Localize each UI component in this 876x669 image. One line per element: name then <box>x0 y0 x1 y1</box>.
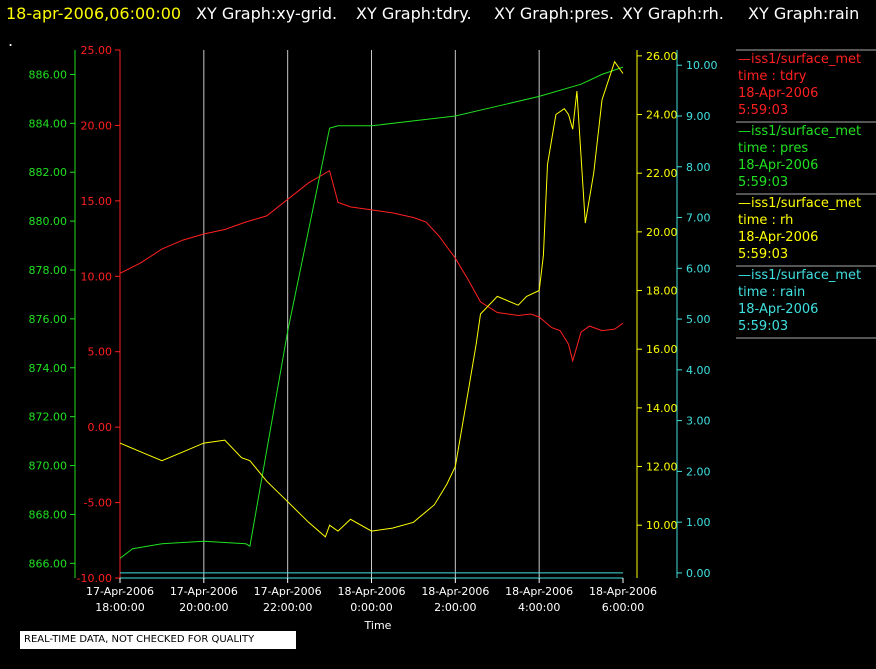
series-pres-line <box>119 66 624 559</box>
pres-tick-label-7: 880.00 <box>29 215 68 228</box>
legend-0-field: time : tdry <box>738 69 807 84</box>
quality-notice: REAL-TIME DATA, NOT CHECKED FOR QUALITY <box>20 631 296 649</box>
rh-tick-label-6: 22.00 <box>646 167 678 180</box>
legend-0-date: 18-Apr-2006 <box>738 86 818 101</box>
pres-tick-label-8: 882.00 <box>29 166 68 179</box>
x-tick-date-4: 18-Apr-2006 <box>421 585 489 598</box>
rain-tick-label-9: 9.00 <box>686 110 711 123</box>
series-rh-line <box>119 60 624 538</box>
rh-tick-label-0: 10.00 <box>646 519 678 532</box>
rh-tick-label-7: 24.00 <box>646 109 678 122</box>
rain-tick-label-0: 0.00 <box>686 567 711 580</box>
x-tick-date-2: 17-Apr-2006 <box>254 585 322 598</box>
series-lines <box>119 60 624 574</box>
tdry-tick-label-6: 20.00 <box>81 119 113 132</box>
x-tick-time-0: 18:00:00 <box>95 601 144 614</box>
legend-1-name: —iss1/surface_met <box>738 124 861 139</box>
header: 18-apr-2006,06:00:00 XY Graph:xy-grid. X… <box>6 4 859 50</box>
rain-tick-label-7: 7.00 <box>686 212 711 225</box>
axes: -10.00 -5.00 0.00 5.00 10.00 15.00 20.00 25.00 8… <box>29 44 718 585</box>
header-graph-tdry: XY Graph:tdry. <box>356 4 472 23</box>
pres-tick-label-5: 876.00 <box>29 313 68 326</box>
tdry-tick-label-0: -10.00 <box>77 572 112 585</box>
rain-tick-label-6: 6.00 <box>686 262 711 275</box>
rh-tick-label-4: 18.00 <box>646 285 678 298</box>
tdry-tick-label-3: 5.00 <box>88 346 113 359</box>
x-tick-time-6: 6:00:00 <box>602 601 644 614</box>
x-tick-date-1: 17-Apr-2006 <box>170 585 238 598</box>
pres-tick-label-0: 866.00 <box>29 557 68 570</box>
pres-tick-label-10: 886.00 <box>29 68 68 81</box>
rh-tick-label-8: 26.00 <box>646 50 678 63</box>
x-axis-title: Time <box>364 619 392 632</box>
rh-tick-label-2: 14.00 <box>646 402 678 415</box>
legend-1-date: 18-Apr-2006 <box>738 158 818 173</box>
legend-2-time: 5:59:03 <box>738 247 788 262</box>
pres-tick-label-1: 868.00 <box>29 508 68 521</box>
x-tick-time-1: 20:00:00 <box>179 601 228 614</box>
rain-tick-label-8: 8.00 <box>686 161 711 174</box>
pres-tick-label-9: 884.00 <box>29 117 68 130</box>
header-dot: . <box>8 31 13 50</box>
header-graph-rh: XY Graph:rh. <box>622 4 724 23</box>
legend-0-name: —iss1/surface_met <box>738 52 861 67</box>
legend-0-time: 5:59:03 <box>738 103 788 118</box>
header-graph-rain: XY Graph:rain <box>748 4 859 23</box>
header-graph-pres: XY Graph:pres. <box>494 4 614 23</box>
x-tick-date-5: 18-Apr-2006 <box>505 585 573 598</box>
tdry-tick-label-2: 0.00 <box>88 421 113 434</box>
x-tick-time-4: 2:00:00 <box>434 601 476 614</box>
pres-tick-label-4: 874.00 <box>29 362 68 375</box>
legend-3-field: time : rain <box>738 285 805 300</box>
legend-3-name: —iss1/surface_met <box>738 268 861 283</box>
rh-tick-label-1: 12.00 <box>646 461 678 474</box>
legend-1-time: 5:59:03 <box>738 175 788 190</box>
rh-tick-label-3: 16.00 <box>646 343 678 356</box>
tdry-tick-label-5: 15.00 <box>81 195 113 208</box>
tdry-tick-label-7: 25.00 <box>81 44 113 57</box>
pres-tick-label-2: 870.00 <box>29 460 68 473</box>
pres-tick-label-3: 872.00 <box>29 411 68 424</box>
pres-tick-label-6: 878.00 <box>29 264 68 277</box>
legend-3-time: 5:59:03 <box>738 319 788 334</box>
x-tick-date-0: 17-Apr-2006 <box>86 585 154 598</box>
x-tick-date-3: 18-Apr-2006 <box>337 585 405 598</box>
header-graph-xy-grid: XY Graph:xy-grid. <box>196 4 337 23</box>
x-tick-time-2: 22:00:00 <box>263 601 312 614</box>
x-tick-time-3: 0:00:00 <box>350 601 392 614</box>
legend-1-field: time : pres <box>738 141 808 156</box>
x-tick-date-6: 18-Apr-2006 <box>589 585 657 598</box>
series-tdry-line <box>119 169 624 363</box>
legend-2-date: 18-Apr-2006 <box>738 230 818 245</box>
rain-tick-label-10: 10.00 <box>686 59 718 72</box>
legend-3-date: 18-Apr-2006 <box>738 302 818 317</box>
legend-2-field: time : rh <box>738 213 793 228</box>
header-datetime: 18-apr-2006,06:00:00 <box>6 4 181 23</box>
rain-tick-label-1: 1.00 <box>686 516 711 529</box>
tdry-tick-label-4: 10.00 <box>81 270 113 283</box>
rain-tick-label-4: 4.00 <box>686 364 711 377</box>
x-tick-time-5: 4:00:00 <box>518 601 560 614</box>
rain-tick-label-3: 3.00 <box>686 415 711 428</box>
legend-2-name: —iss1/surface_met <box>738 196 861 211</box>
rain-tick-label-5: 5.00 <box>686 313 711 326</box>
rain-tick-label-2: 2.00 <box>686 465 711 478</box>
grid <box>203 50 540 578</box>
rh-tick-label-5: 20.00 <box>646 226 678 239</box>
tdry-tick-label-1: -5.00 <box>84 497 112 510</box>
x-axis: Time 17-Apr-2006 18:00:00 17-Apr-2006 20:00… <box>86 577 657 632</box>
